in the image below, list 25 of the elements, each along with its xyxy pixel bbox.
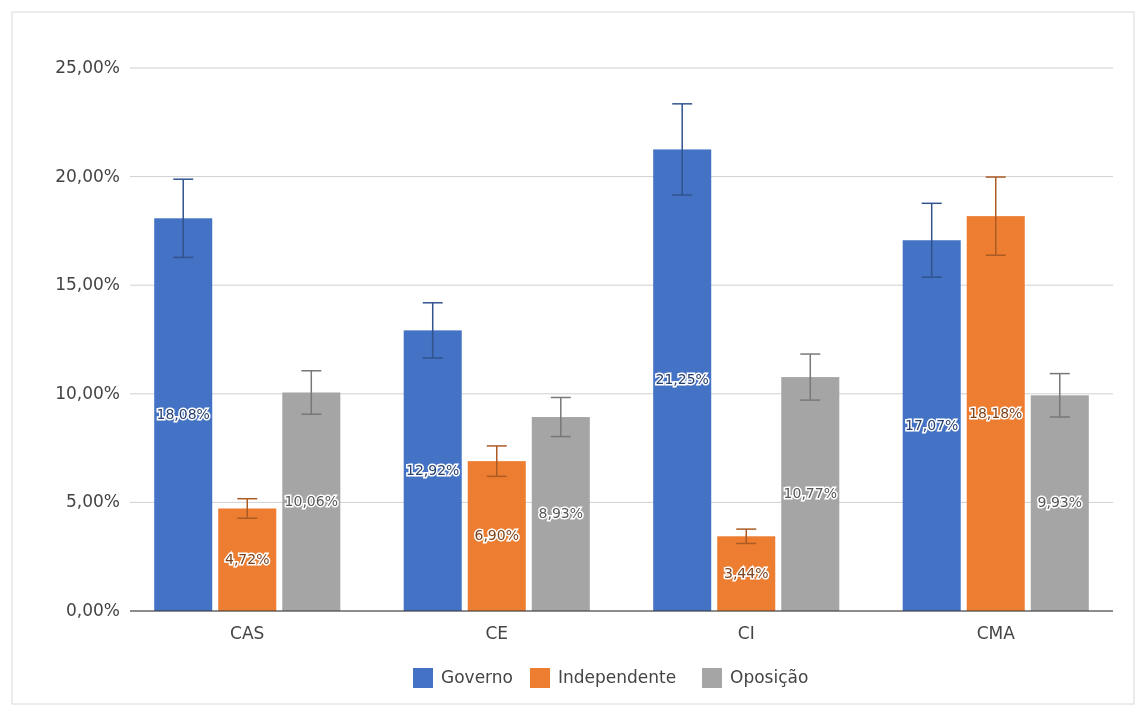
y-tick-label: 0,00% — [65, 600, 120, 620]
data-label: 17,07% — [905, 416, 959, 433]
y-tick-label: 10,00% — [55, 382, 120, 403]
data-label: 10,06% — [284, 492, 338, 509]
data-label: 3,44% — [724, 564, 769, 581]
data-label: 10,77% — [783, 485, 837, 502]
y-tick-label: 25,00% — [55, 57, 120, 77]
legend-label: Independente — [558, 667, 677, 687]
x-tick-label: CI — [737, 623, 755, 643]
y-tick-label: 5,00% — [65, 491, 120, 512]
x-tick-label: CMA — [976, 623, 1016, 643]
y-tick-label: 20,00% — [55, 165, 120, 186]
data-label: 6,90% — [474, 527, 519, 544]
legend-label: Governo — [441, 667, 513, 687]
x-tick-label: CAS — [230, 623, 265, 643]
data-label: 12,92% — [406, 461, 460, 478]
data-label: 8,93% — [538, 505, 584, 522]
data-label: 18,08% — [156, 405, 210, 422]
data-label: 4,72% — [225, 550, 270, 567]
data-label: 9,93% — [1037, 494, 1083, 511]
data-label: 18,18% — [969, 404, 1023, 421]
legend-label: Oposição — [730, 667, 809, 687]
data-label: 21,25% — [655, 371, 709, 388]
y-tick-label: 15,00% — [55, 274, 120, 295]
x-tick-label: CE — [485, 623, 509, 643]
